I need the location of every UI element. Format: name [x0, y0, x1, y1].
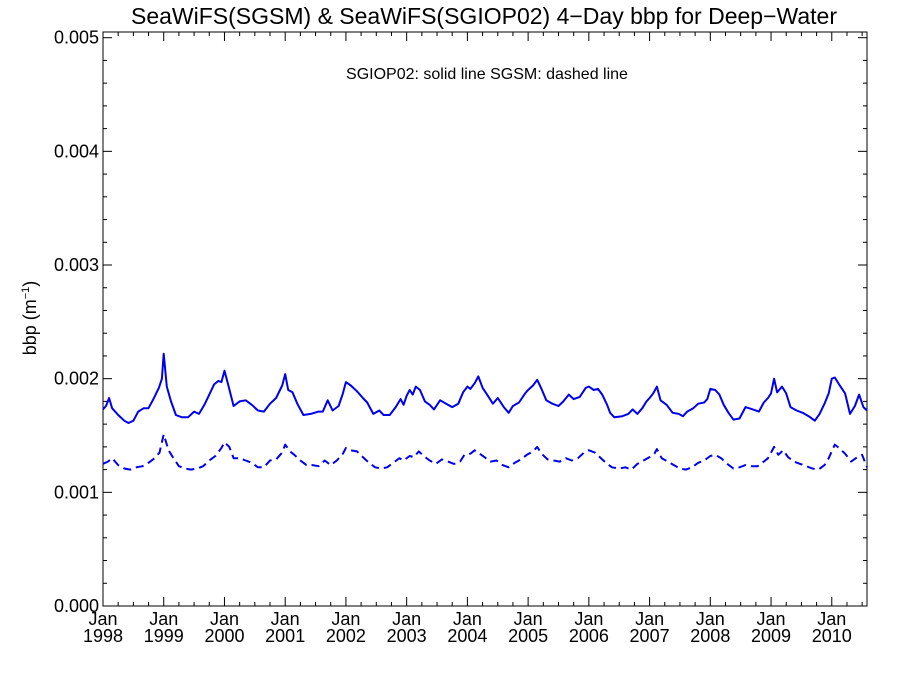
y-tick-label: 0.000	[54, 596, 99, 616]
x-tick-label-year: 1998	[83, 626, 123, 646]
x-tick-label-month: Jan	[757, 609, 786, 629]
x-tick-label-year: 2001	[265, 626, 305, 646]
x-tick-label-year: 2004	[447, 626, 487, 646]
x-tick-label-month: Jan	[514, 609, 543, 629]
series-line-sgsm	[102, 433, 868, 471]
plot-frame	[102, 31, 868, 607]
x-tick-label-month: Jan	[453, 609, 482, 629]
series-line-sgiop02	[102, 352, 868, 424]
x-tick-label-month: Jan	[149, 609, 178, 629]
x-tick-label-year: 1999	[144, 626, 184, 646]
axis-ticks: 0.0000.0010.0020.0030.0040.005Jan1998Jan…	[54, 28, 867, 646]
x-tick-label-year: 2008	[690, 626, 730, 646]
y-tick-label: 0.002	[54, 369, 99, 389]
x-tick-label-year: 2000	[204, 626, 244, 646]
x-tick-label-year: 2009	[751, 626, 791, 646]
x-tick-label-year: 2006	[569, 626, 609, 646]
x-tick-label-year: 2010	[812, 626, 852, 646]
y-axis-label: bbp (m−1)	[20, 281, 40, 356]
y-axis-label-main: bbp (m	[20, 299, 40, 355]
x-tick-label-month: Jan	[817, 609, 846, 629]
y-tick-label: 0.005	[54, 28, 99, 48]
chart-title: SeaWiFS(SGSM) & SeaWiFS(SGIOP02) 4−Day b…	[131, 3, 837, 29]
x-tick-label-month: Jan	[271, 609, 300, 629]
plot-area	[102, 31, 868, 607]
x-tick-label-month: Jan	[210, 609, 239, 629]
x-tick-label-month: Jan	[635, 609, 664, 629]
x-tick-label-year: 2003	[387, 626, 427, 646]
x-tick-label-year: 2007	[630, 626, 670, 646]
line-style-annotation: SGIOP02: solid line SGSM: dashed line	[346, 66, 628, 83]
y-axis-label-superscript: −1	[20, 287, 32, 300]
x-tick-label-month: Jan	[574, 609, 603, 629]
x-tick-label-month: Jan	[88, 609, 117, 629]
y-tick-label: 0.001	[54, 482, 99, 502]
x-tick-label-year: 2002	[326, 626, 366, 646]
y-tick-label: 0.004	[54, 141, 99, 161]
x-tick-label-month: Jan	[392, 609, 421, 629]
y-axis-label-close: )	[20, 281, 40, 287]
y-tick-label: 0.003	[54, 255, 99, 275]
x-tick-label-month: Jan	[331, 609, 360, 629]
x-tick-label-year: 2005	[508, 626, 548, 646]
x-tick-label-month: Jan	[696, 609, 725, 629]
